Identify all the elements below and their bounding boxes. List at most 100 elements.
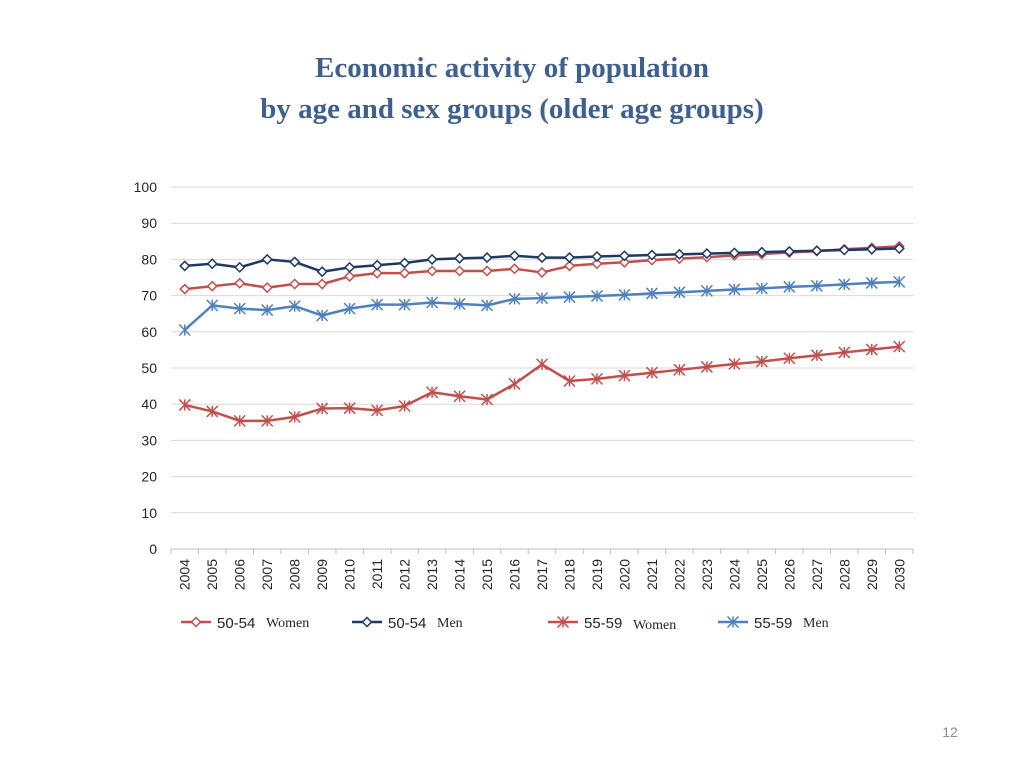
- marker-shape: [481, 265, 493, 277]
- series-50-54-men-point-2029: [866, 243, 878, 255]
- marker-shape: [289, 256, 301, 268]
- series-50-54-women-point-2008: [289, 278, 301, 290]
- series-55-59-men-point-2022: [673, 286, 686, 299]
- series-50-54-men-point-2013: [426, 253, 438, 265]
- series-55-59-women-point-2025: [755, 355, 768, 368]
- series-50-54-women-point-2020: [618, 256, 631, 268]
- marker-shape: [289, 278, 301, 290]
- series-55-59-men-point-2024: [728, 283, 741, 296]
- series-55-59-men-point-2017: [535, 292, 549, 305]
- series-55-59-men-point-2015: [481, 299, 494, 312]
- series-50-54-women-point-2004: [179, 283, 191, 295]
- y-tick-label: 40: [141, 396, 157, 412]
- series-55-59-women-point-2028: [838, 346, 851, 359]
- x-tick-label-2024: 2024: [726, 559, 742, 590]
- series-55-59-men-point-2004: [178, 323, 191, 337]
- series-55-59-women-point-2021: [645, 366, 658, 379]
- series-50-54-men-point-2010: [344, 261, 356, 273]
- y-tick-label: 80: [141, 251, 157, 267]
- marker-shape: [426, 253, 438, 265]
- slide-title: Economic activity of population by age a…: [0, 48, 1024, 130]
- series-55-59-women-point-2017: [535, 358, 549, 371]
- series-55-59-women-point-2013: [426, 386, 439, 399]
- marker-shape: [361, 616, 373, 628]
- series-55-59-men-point-2014: [453, 297, 466, 310]
- series-55-59-men-point-2013: [426, 296, 439, 309]
- series-55-59-men-point-2020: [618, 288, 631, 301]
- marker-shape: [618, 250, 631, 262]
- series-50-54-men-point-2007: [261, 253, 273, 265]
- series-50-54-men-point-2021: [646, 249, 658, 261]
- series-55-59-men-point-2019: [590, 289, 603, 302]
- x-tick-label-2006: 2006: [232, 559, 248, 590]
- series-55-59-women-point-2011: [371, 404, 384, 417]
- legend-label-sex: Women: [266, 616, 309, 631]
- marker-shape: [591, 258, 603, 270]
- series-50-54-women-point-2013: [426, 265, 438, 277]
- marker-shape: [591, 250, 603, 263]
- marker-shape: [399, 267, 411, 279]
- series-55-59-men-point-2007: [261, 304, 274, 317]
- marker-shape: [866, 243, 878, 255]
- series-55-59-men-point-2018: [563, 291, 576, 304]
- x-tick-label-2018: 2018: [561, 559, 577, 590]
- slide-title-line-2: by age and sex groups (older age groups): [260, 93, 764, 125]
- marker-shape: [728, 247, 740, 259]
- marker-shape: [508, 263, 521, 275]
- y-tick-label: 60: [141, 324, 157, 340]
- x-tick-label-2015: 2015: [479, 559, 495, 590]
- series-50-54-men-point-2012: [399, 257, 411, 269]
- marker-shape: [206, 258, 218, 270]
- series-50-54-men-point-2019: [591, 250, 603, 263]
- marker-shape: [563, 260, 576, 272]
- marker-shape: [646, 249, 658, 261]
- x-tick-label-2022: 2022: [671, 559, 687, 590]
- series-55-59-men-point-2009: [316, 309, 329, 322]
- x-tick-label-2025: 2025: [754, 559, 770, 590]
- series-50-54-women-point-2009: [316, 278, 328, 290]
- marker-shape: [190, 616, 202, 628]
- series-55-59-men-point-2016: [508, 292, 521, 305]
- marker-shape: [508, 250, 521, 262]
- marker-shape: [206, 280, 218, 292]
- series-55-59-men-point-2012: [398, 298, 411, 311]
- x-tick-label-2029: 2029: [864, 559, 880, 590]
- series-50-54-men-point-2026: [783, 245, 795, 257]
- series-55-59-men-point-2021: [645, 287, 658, 300]
- y-tick-label: 90: [141, 215, 157, 231]
- marker-shape: [893, 242, 905, 255]
- legend-entry-55-59-men: 55-59 Men: [718, 615, 829, 632]
- series-50-54-men-point-2006: [234, 261, 246, 273]
- legend-entry-55-59-women: 55-59 Women: [548, 615, 676, 633]
- series-50-54-women-point-2012: [399, 267, 411, 279]
- series-55-59-women-point-2007: [261, 414, 274, 427]
- series-55-59-women-point-2015: [481, 393, 494, 406]
- series-55-59-women-point-2004: [178, 398, 191, 411]
- series-50-54-men-point-2014: [453, 252, 466, 264]
- series-50-54-men-point-2008: [289, 256, 301, 268]
- marker-shape: [371, 267, 383, 279]
- series-55-59-women-point-2027: [810, 349, 823, 362]
- x-tick-label-2004: 2004: [177, 559, 193, 590]
- series-55-59-men-point-2028: [838, 278, 851, 291]
- x-tick-label-2017: 2017: [534, 559, 550, 590]
- marker-shape: [234, 277, 246, 289]
- series-50-54-men-point-2015: [481, 252, 493, 264]
- series-50-54-women-point-2010: [344, 270, 356, 282]
- x-tick-label-2009: 2009: [314, 559, 330, 590]
- x-tick-label-2019: 2019: [589, 559, 605, 590]
- legend-swatch-marker: [726, 615, 740, 629]
- x-tick-label-2010: 2010: [342, 559, 358, 590]
- series-55-59-women-point-2006: [233, 414, 246, 427]
- series-55-59-men-point-2026: [783, 280, 796, 293]
- legend-label-range: 55-59: [584, 615, 622, 632]
- y-tick-label: 10: [141, 505, 157, 521]
- page-number: 12: [942, 724, 958, 740]
- series-55-59-women-point-2023: [700, 360, 713, 373]
- series-55-59-women-point-2019: [590, 372, 603, 385]
- marker-shape: [371, 259, 383, 271]
- y-tick-label: 0: [149, 541, 157, 557]
- series-50-54-women-point-2006: [234, 277, 246, 289]
- marker-shape: [344, 261, 356, 273]
- series-55-59-men-point-2027: [810, 279, 823, 292]
